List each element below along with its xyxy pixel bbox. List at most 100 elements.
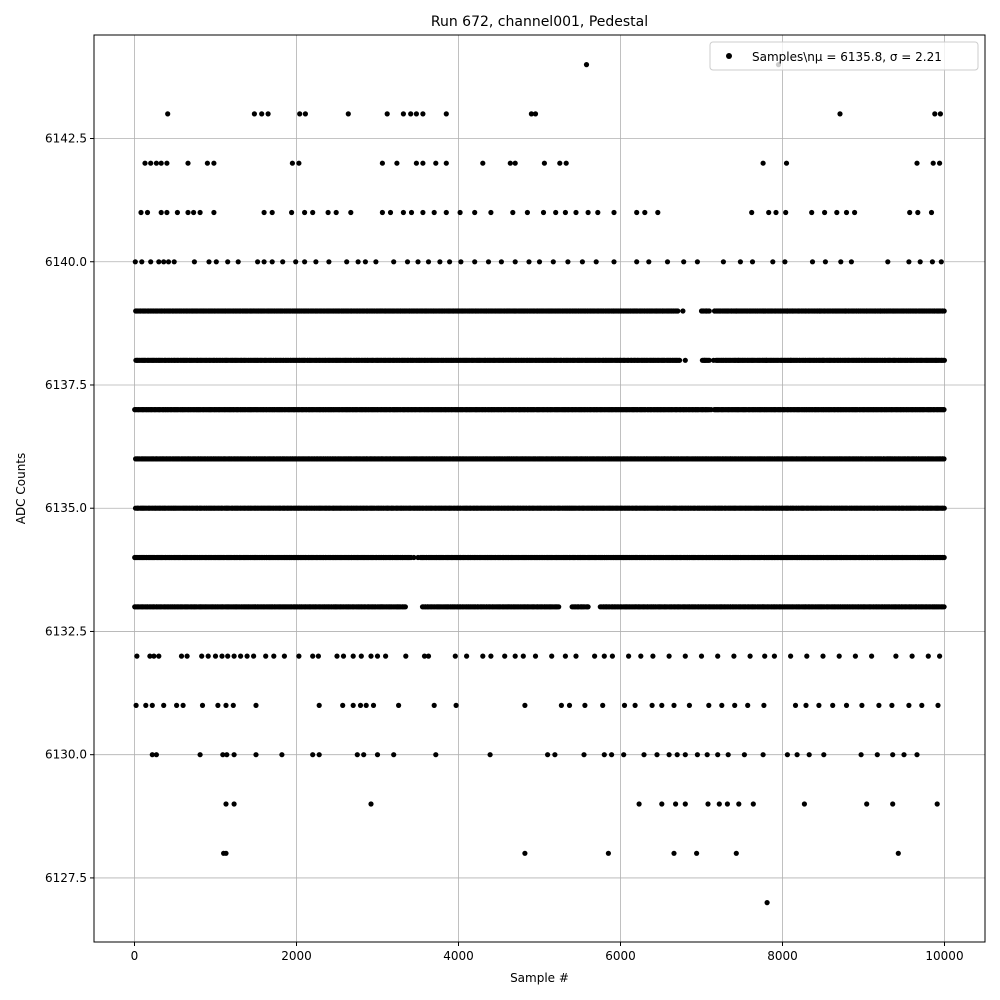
data-point	[472, 259, 478, 265]
data-point	[404, 259, 411, 265]
scatter-points	[132, 62, 948, 906]
data-point	[400, 209, 406, 216]
data-point	[143, 702, 149, 709]
data-point	[488, 653, 494, 659]
data-point	[156, 653, 162, 659]
data-point	[750, 801, 756, 807]
data-point	[556, 604, 562, 610]
data-point	[310, 752, 316, 758]
data-point	[749, 209, 755, 216]
data-point	[626, 653, 632, 659]
data-point	[132, 259, 138, 265]
data-point	[716, 801, 722, 807]
data-point	[694, 850, 700, 856]
data-point	[165, 259, 172, 265]
data-point	[512, 160, 518, 166]
data-point	[302, 259, 308, 265]
data-point	[344, 259, 350, 265]
data-point	[762, 653, 768, 659]
data-point	[512, 259, 518, 265]
data-point	[230, 702, 236, 709]
data-point	[457, 209, 463, 216]
data-point	[536, 259, 543, 265]
data-point	[197, 752, 203, 758]
data-point	[383, 653, 389, 659]
data-point	[443, 111, 449, 117]
data-point	[316, 752, 322, 758]
data-point	[582, 702, 588, 709]
data-point	[794, 752, 800, 758]
data-point	[421, 653, 428, 659]
data-point	[387, 209, 394, 216]
data-point	[425, 259, 432, 265]
data-point	[133, 702, 139, 709]
data-point	[443, 160, 449, 166]
data-point	[156, 259, 162, 265]
data-point	[512, 653, 518, 659]
data-point	[161, 702, 167, 709]
data-point	[532, 111, 539, 117]
data-point	[316, 702, 322, 709]
data-point	[907, 209, 913, 216]
data-point	[269, 209, 275, 216]
data-point	[164, 160, 170, 166]
data-point	[148, 259, 154, 265]
data-point	[297, 111, 303, 117]
data-point	[185, 160, 191, 166]
data-point	[313, 259, 319, 265]
data-point	[809, 259, 816, 265]
data-point	[885, 259, 891, 265]
data-point	[593, 259, 599, 265]
data-point	[437, 259, 443, 265]
data-point	[731, 653, 737, 659]
data-point	[792, 702, 799, 709]
data-point	[869, 653, 875, 659]
data-point	[340, 653, 347, 659]
data-point	[373, 259, 379, 265]
data-point	[563, 160, 569, 166]
data-point	[783, 209, 789, 216]
data-point	[783, 160, 790, 166]
data-point	[876, 702, 882, 709]
data-point	[659, 702, 665, 709]
data-point	[609, 752, 615, 758]
data-point	[231, 801, 237, 807]
data-point	[402, 604, 408, 610]
data-point	[153, 752, 159, 758]
data-point	[745, 702, 751, 709]
data-point	[425, 653, 432, 659]
data-point	[934, 801, 940, 807]
data-point	[666, 752, 672, 758]
data-point	[601, 653, 607, 659]
data-point	[164, 209, 170, 216]
data-point	[340, 702, 346, 709]
data-point	[541, 160, 548, 166]
data-point	[830, 702, 836, 709]
data-point	[715, 653, 721, 659]
data-point	[174, 702, 180, 709]
data-point	[358, 653, 364, 659]
data-point	[562, 209, 569, 216]
data-point	[502, 653, 508, 659]
data-point	[184, 653, 190, 659]
data-point	[485, 259, 492, 265]
data-point	[553, 209, 559, 216]
data-point	[803, 702, 809, 709]
data-point	[396, 702, 402, 709]
data-point	[821, 752, 827, 758]
data-point	[191, 209, 197, 216]
data-point	[646, 259, 652, 265]
data-point	[674, 752, 680, 758]
data-point	[725, 752, 731, 758]
data-point	[185, 209, 191, 216]
data-point	[706, 308, 712, 314]
data-point	[680, 308, 686, 314]
data-point	[251, 653, 257, 659]
data-point	[528, 111, 535, 117]
data-point	[605, 850, 612, 856]
data-point	[664, 259, 671, 265]
data-point	[562, 653, 569, 659]
data-point	[609, 653, 616, 659]
data-point	[914, 752, 920, 758]
data-point	[420, 111, 426, 117]
